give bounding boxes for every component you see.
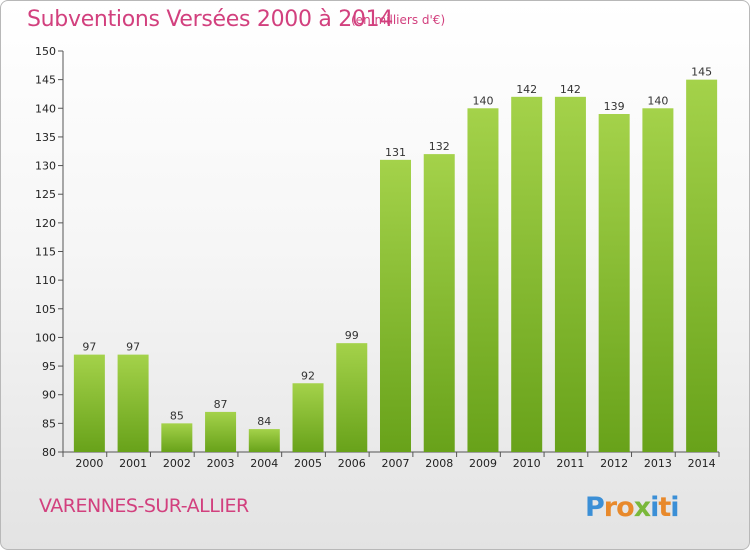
svg-text:Proxiti: Proxiti — [585, 492, 679, 523]
y-tick-label: 115 — [35, 246, 56, 259]
y-tick-label: 150 — [35, 45, 56, 58]
y-tick-label: 105 — [35, 303, 56, 316]
bar-value-label: 131 — [385, 146, 406, 159]
bar — [686, 79, 718, 453]
bar-value-label: 140 — [472, 94, 493, 107]
x-tick-label: 2003 — [207, 457, 235, 470]
bar-value-label: 139 — [604, 100, 625, 113]
x-tick-label: 2008 — [425, 457, 453, 470]
bar-value-label: 84 — [257, 415, 271, 428]
y-tick-label: 85 — [42, 417, 56, 430]
commune-name: VARENNES-SUR-ALLIER — [39, 495, 249, 517]
x-tick-label: 2004 — [250, 457, 278, 470]
chart-subtitle: (en milliers d'€) — [351, 13, 446, 27]
bar-value-label: 140 — [647, 94, 668, 107]
y-tick-label: 145 — [35, 74, 56, 87]
chart-title: Subventions Versées 2000 à 2014 — [27, 7, 394, 32]
bar-value-label: 145 — [691, 66, 712, 79]
bar-value-label: 142 — [516, 83, 537, 96]
bar — [642, 108, 674, 453]
x-tick-label: 2014 — [688, 457, 716, 470]
x-tick-label: 2005 — [294, 457, 322, 470]
bar — [161, 423, 193, 452]
y-tick-label: 130 — [35, 160, 56, 173]
x-tick-label: 2009 — [469, 457, 497, 470]
bar-value-label: 97 — [126, 341, 140, 354]
axes: 80 85 90 95 100 105 110 115 120 125 130 135 140 145 15… — [35, 45, 720, 470]
bar — [248, 429, 280, 452]
x-tick-label: 2007 — [382, 457, 410, 470]
y-tick-label: 110 — [35, 274, 56, 287]
bar — [292, 383, 324, 452]
x-tick-label: 2006 — [338, 457, 366, 470]
bar-value-label: 87 — [214, 398, 228, 411]
bar-value-label: 132 — [429, 140, 450, 153]
bar-value-label: 92 — [301, 369, 315, 382]
bar — [336, 343, 368, 452]
y-tick-label: 140 — [35, 102, 56, 115]
bar-value-label: 97 — [82, 341, 96, 354]
bars — [73, 79, 718, 453]
bar-value-label: 142 — [560, 83, 581, 96]
bar — [423, 154, 455, 452]
y-tick-label: 120 — [35, 217, 56, 230]
x-tick-label: 2002 — [163, 457, 191, 470]
labels: 97 97 85 87 84 92 99 131 132 140 142 142 139 140 145 — [82, 66, 712, 428]
y-tick-label: 95 — [42, 360, 56, 373]
bar — [554, 96, 586, 452]
bar — [117, 354, 149, 452]
y-tick-label: 90 — [42, 389, 56, 402]
x-tick-label: 2001 — [119, 457, 147, 470]
bar — [205, 411, 237, 452]
proxiti-logo: Proxiti — [585, 492, 680, 523]
x-tick-label: 2011 — [556, 457, 584, 470]
bar-value-label: 85 — [170, 409, 184, 422]
x-tick-label: 2000 — [75, 457, 103, 470]
bar — [598, 114, 630, 452]
y-tick-label: 135 — [35, 131, 56, 144]
bar — [380, 159, 411, 453]
x-tick-label: 2012 — [600, 457, 628, 470]
y-tick-label: 125 — [35, 188, 56, 201]
y-tick-label: 100 — [35, 331, 56, 344]
bar — [467, 108, 499, 453]
y-tick-label: 80 — [42, 446, 56, 459]
bar — [73, 354, 105, 452]
bar — [511, 96, 543, 452]
x-tick-label: 2013 — [644, 457, 672, 470]
bar-value-label: 99 — [345, 329, 359, 342]
x-tick-label: 2010 — [513, 457, 541, 470]
